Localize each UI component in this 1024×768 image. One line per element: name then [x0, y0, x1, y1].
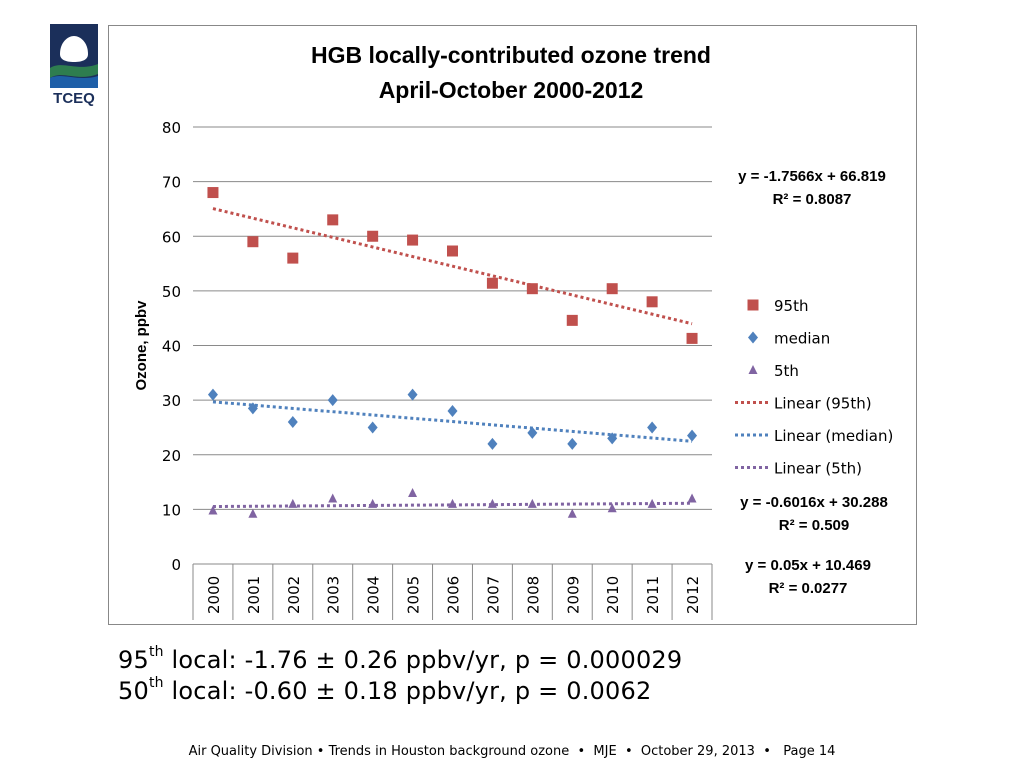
- trend-equation: y = 0.05x + 10.469: [745, 557, 871, 574]
- data-point-5th: [368, 498, 378, 508]
- legend-label: Linear (median): [774, 427, 893, 445]
- data-point-5th: [687, 493, 697, 503]
- trend-r-squared: R² = 0.0277: [769, 580, 848, 597]
- data-point-5th: [647, 498, 657, 508]
- x-tick-label: 2003: [325, 576, 343, 614]
- trend-equation: y = -0.6016x + 30.288: [740, 494, 888, 511]
- data-point-95th: [247, 236, 259, 248]
- data-point-95th: [207, 187, 219, 199]
- y-tick-label: 0: [171, 556, 181, 574]
- trendline: [212, 400, 693, 443]
- data-point-median: [487, 437, 498, 450]
- data-point-median: [327, 394, 338, 407]
- y-tick-label: 10: [162, 501, 181, 519]
- y-tick-label: 50: [162, 283, 181, 301]
- data-point-95th: [646, 296, 658, 308]
- y-axis-label: Ozone, ppbv: [133, 300, 150, 391]
- data-point-median: [687, 429, 698, 442]
- note-95th: 95th local: -1.76 ± 0.26 ppbv/yr, p = 0.…: [118, 644, 683, 674]
- data-point-median: [367, 421, 378, 434]
- x-tick-label: 2009: [564, 576, 582, 614]
- tceq-logo: TCEQ: [50, 24, 98, 107]
- note-95th-sup: th: [148, 644, 164, 660]
- data-point-95th: [566, 314, 578, 326]
- legend-marker-median: [748, 331, 758, 344]
- data-point-95th: [526, 283, 538, 295]
- data-point-median: [207, 388, 218, 401]
- data-point-5th: [208, 505, 218, 515]
- note-50th-sup: th: [148, 675, 164, 691]
- legend-label: Linear (5th): [774, 460, 862, 478]
- data-point-median: [407, 388, 418, 401]
- data-point-5th: [527, 498, 537, 508]
- data-point-median: [647, 421, 658, 434]
- data-point-95th: [486, 277, 498, 289]
- note-95th-text: local: -1.76 ± 0.26 ppbv/yr, p = 0.00002…: [163, 646, 683, 674]
- legend-label: Linear (95th): [774, 395, 872, 413]
- data-point-5th: [607, 503, 617, 513]
- data-point-5th: [328, 493, 338, 503]
- data-point-95th: [447, 245, 458, 257]
- y-tick-label: 40: [162, 338, 181, 356]
- data-point-95th: [287, 252, 299, 264]
- data-point-95th: [367, 230, 379, 242]
- x-tick-label: 2007: [484, 576, 502, 614]
- note-95th-prefix: 95: [118, 646, 149, 674]
- note-50th-prefix: 50: [118, 677, 149, 705]
- x-tick-label: 2011: [644, 576, 662, 614]
- data-point-5th: [248, 508, 258, 518]
- x-tick-label: 2012: [684, 576, 702, 614]
- y-tick-label: 70: [162, 174, 181, 192]
- logo-tree: [60, 36, 88, 62]
- data-point-median: [247, 402, 258, 415]
- note-50th-text: local: -0.60 ± 0.18 ppbv/yr, p = 0.0062: [163, 677, 652, 705]
- x-tick-label: 2008: [524, 576, 542, 614]
- data-point-5th: [288, 498, 298, 508]
- x-tick-label: 2005: [405, 576, 423, 614]
- legend-label: 95th: [774, 297, 808, 315]
- x-tick-label: 2002: [285, 576, 303, 614]
- data-point-5th: [408, 487, 418, 497]
- chart-frame: [108, 25, 917, 625]
- data-point-median: [567, 437, 578, 450]
- logo-wave-green: [50, 64, 98, 78]
- data-point-95th: [606, 283, 618, 295]
- chart-title-line: HGB locally-contributed ozone trend: [311, 42, 711, 68]
- y-tick-label: 30: [162, 392, 181, 410]
- data-point-95th: [327, 214, 339, 226]
- trendline: [212, 207, 693, 326]
- note-50th: 50th local: -0.60 ± 0.18 ppbv/yr, p = 0.…: [118, 675, 652, 705]
- data-point-95th: [407, 234, 419, 246]
- y-tick-label: 60: [162, 228, 181, 246]
- slide-footer: Air Quality Division • Trends in Houston…: [188, 744, 836, 759]
- legend-label: median: [774, 330, 830, 348]
- legend-label: 5th: [774, 362, 799, 380]
- ozone-trend-chart: HGB locally-contributed ozone trend April…: [133, 42, 893, 620]
- y-tick-label: 20: [162, 447, 181, 465]
- data-point-95th: [686, 332, 698, 344]
- x-tick-label: 2004: [365, 576, 383, 614]
- chart-title-line: April-October 2000-2012: [379, 77, 644, 103]
- logo-wave-blue: [50, 76, 98, 88]
- trend-r-squared: R² = 0.509: [779, 517, 849, 534]
- data-point-median: [607, 432, 618, 445]
- data-point-5th: [448, 498, 457, 508]
- x-tick-label: 2006: [445, 576, 463, 614]
- trend-equation: y = -1.7566x + 66.819: [738, 168, 886, 185]
- x-tick-label: 2010: [604, 576, 622, 614]
- data-point-median: [447, 405, 458, 418]
- x-tick-label: 2001: [245, 576, 263, 614]
- legend-marker-5th: [748, 365, 758, 374]
- trend-r-squared: R² = 0.8087: [773, 191, 852, 208]
- data-point-5th: [567, 508, 577, 518]
- logo-text: TCEQ: [53, 90, 95, 106]
- legend-marker-95th: [747, 299, 759, 311]
- y-tick-label: 80: [162, 119, 181, 137]
- data-point-5th: [487, 498, 497, 508]
- x-tick-label: 2000: [205, 576, 223, 614]
- data-point-median: [287, 415, 298, 428]
- data-point-median: [527, 426, 538, 439]
